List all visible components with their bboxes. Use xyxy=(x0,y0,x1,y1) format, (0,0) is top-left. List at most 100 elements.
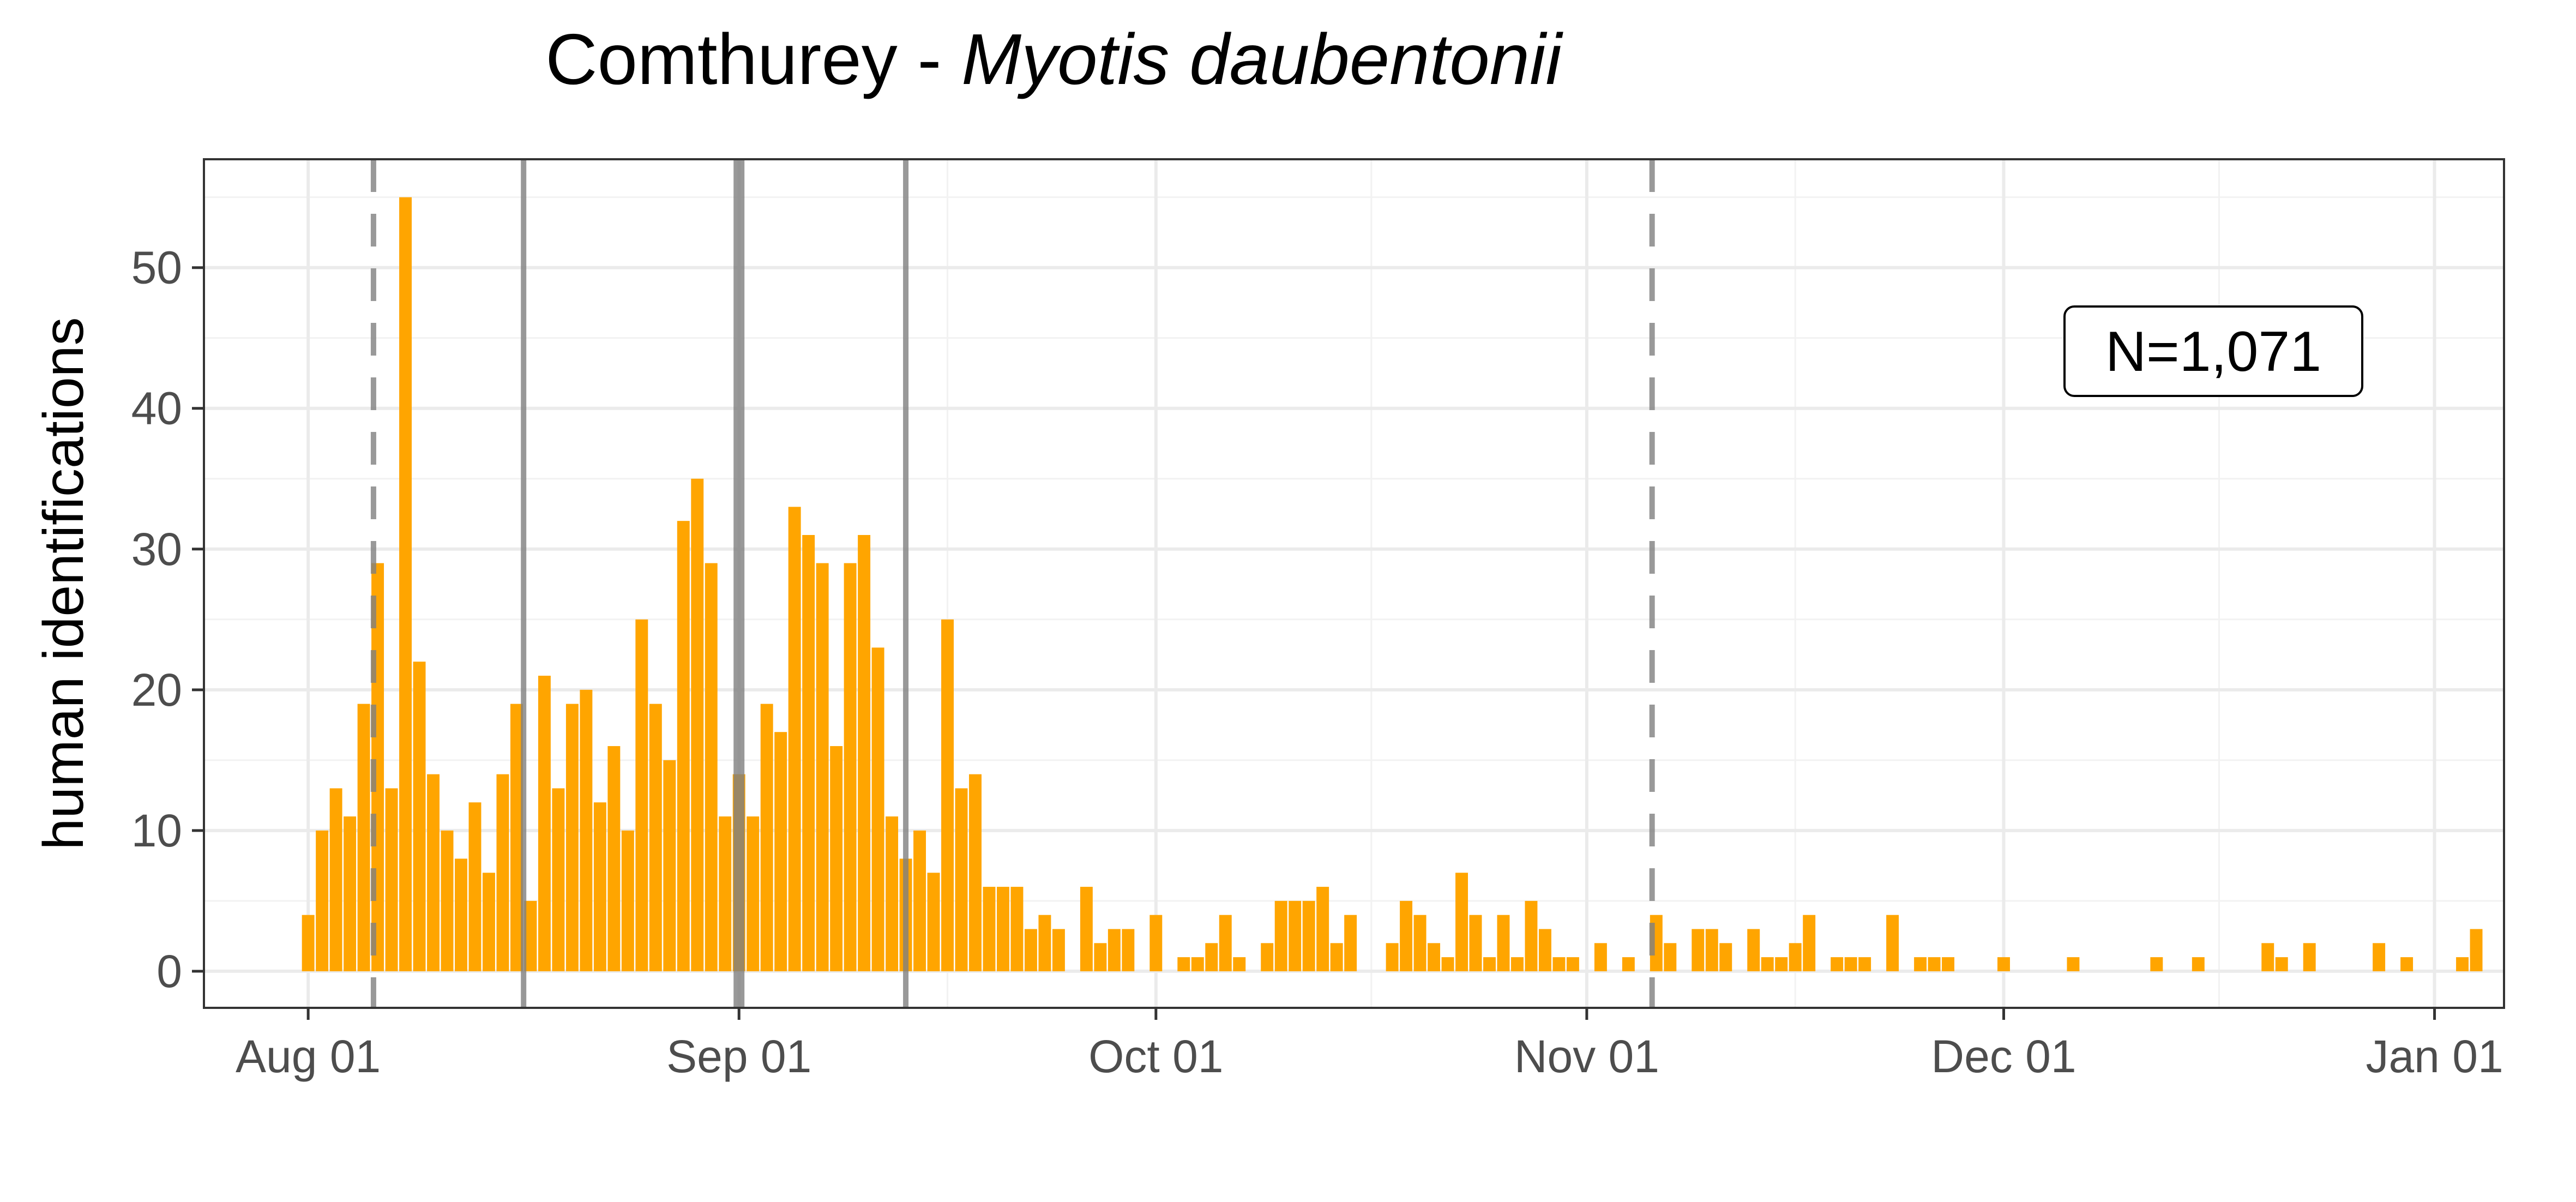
bar xyxy=(455,858,467,971)
minor-gridlines xyxy=(204,159,2504,1008)
bar xyxy=(1719,943,1732,971)
bar xyxy=(538,676,551,971)
annotation-box xyxy=(2063,305,2363,397)
bar xyxy=(1330,943,1343,971)
bar xyxy=(1038,915,1051,971)
bar xyxy=(1510,957,1524,971)
bar xyxy=(941,619,954,971)
bar xyxy=(1831,957,1844,971)
bar xyxy=(1552,957,1566,971)
bar xyxy=(2261,943,2274,971)
bar xyxy=(1289,900,1302,971)
y-tick-label: 50 xyxy=(131,242,182,293)
bar xyxy=(996,887,1009,971)
x-tick-label: Jan 01 xyxy=(2366,1031,2503,1082)
bar xyxy=(677,521,690,971)
chart-title-italic: Myotis daubentonii xyxy=(961,19,1563,99)
bar xyxy=(844,563,857,971)
bar xyxy=(663,760,676,971)
bar xyxy=(1024,929,1037,971)
bar xyxy=(1094,943,1107,971)
bar xyxy=(1413,915,1427,971)
bar xyxy=(788,507,801,971)
bar xyxy=(316,830,329,971)
bar xyxy=(1274,900,1287,971)
bar xyxy=(816,563,829,971)
bar xyxy=(747,816,760,971)
bar xyxy=(871,647,884,971)
bar xyxy=(2373,943,2386,971)
bar xyxy=(1747,929,1760,971)
bar xyxy=(483,873,495,971)
bar xyxy=(1886,915,1899,971)
annotation-text: N=1,071 xyxy=(2105,320,2321,383)
bar xyxy=(913,830,926,971)
bar xyxy=(2456,957,2469,971)
bar xyxy=(705,563,718,971)
bar xyxy=(1108,929,1121,971)
bar xyxy=(1705,929,1718,971)
bar xyxy=(1761,957,1774,971)
y-tick-label: 10 xyxy=(131,805,182,856)
bar xyxy=(1080,887,1093,971)
bar xyxy=(2192,957,2205,971)
bar xyxy=(2275,957,2288,971)
bar xyxy=(1594,943,1607,971)
bar xyxy=(719,816,732,971)
bar xyxy=(955,788,968,971)
bar xyxy=(1428,943,1441,971)
count-annotation: N=1,071 xyxy=(2063,305,2363,397)
bar xyxy=(441,830,454,971)
bar xyxy=(2470,929,2483,971)
bar xyxy=(496,774,509,971)
bar xyxy=(329,788,342,971)
x-tick-label: Nov 01 xyxy=(1514,1031,1659,1082)
x-axis: Aug 01 Sep 01 Oct 01 Nov 01 Dec 01 Jan 01 xyxy=(236,1008,2503,1082)
bar xyxy=(1149,915,1163,971)
bar xyxy=(1205,943,1218,971)
bar xyxy=(510,704,523,971)
bar xyxy=(635,619,648,971)
bar xyxy=(1497,915,1510,971)
bar xyxy=(1302,900,1315,971)
bar xyxy=(886,816,899,971)
chart-title: Comthurey - Myotis daubentonii xyxy=(545,19,1563,99)
bar xyxy=(2150,957,2163,971)
x-tick-label: Oct 01 xyxy=(1088,1031,1223,1082)
bar xyxy=(1997,957,2010,971)
bar xyxy=(1177,957,1190,971)
bar xyxy=(344,816,357,971)
bar xyxy=(1122,929,1135,971)
bar xyxy=(1441,957,1454,971)
bar xyxy=(1233,957,1246,971)
bar xyxy=(607,746,621,971)
bar xyxy=(1789,943,1802,971)
y-tick-label: 20 xyxy=(131,664,182,716)
bar xyxy=(1010,887,1024,971)
bar xyxy=(1942,957,1955,971)
y-tick-label: 40 xyxy=(131,383,182,434)
bar xyxy=(1928,957,1941,971)
bar xyxy=(1483,957,1496,971)
bar xyxy=(1052,929,1065,971)
bar xyxy=(1664,943,1677,971)
bar xyxy=(1316,887,1329,971)
bar xyxy=(1219,915,1232,971)
bar xyxy=(621,830,634,971)
bar xyxy=(1261,943,1274,971)
bar xyxy=(774,732,787,971)
bar xyxy=(1622,957,1635,971)
bar xyxy=(2303,943,2316,971)
bar xyxy=(413,662,426,971)
bar xyxy=(302,915,315,971)
bar xyxy=(1803,915,1816,971)
bar xyxy=(565,704,579,971)
bar xyxy=(649,704,662,971)
bar xyxy=(399,197,412,971)
chart-title-plain: Comthurey - xyxy=(545,19,961,99)
bar xyxy=(969,774,982,971)
bar xyxy=(1692,929,1705,971)
bar xyxy=(858,534,871,971)
bar xyxy=(385,788,398,971)
